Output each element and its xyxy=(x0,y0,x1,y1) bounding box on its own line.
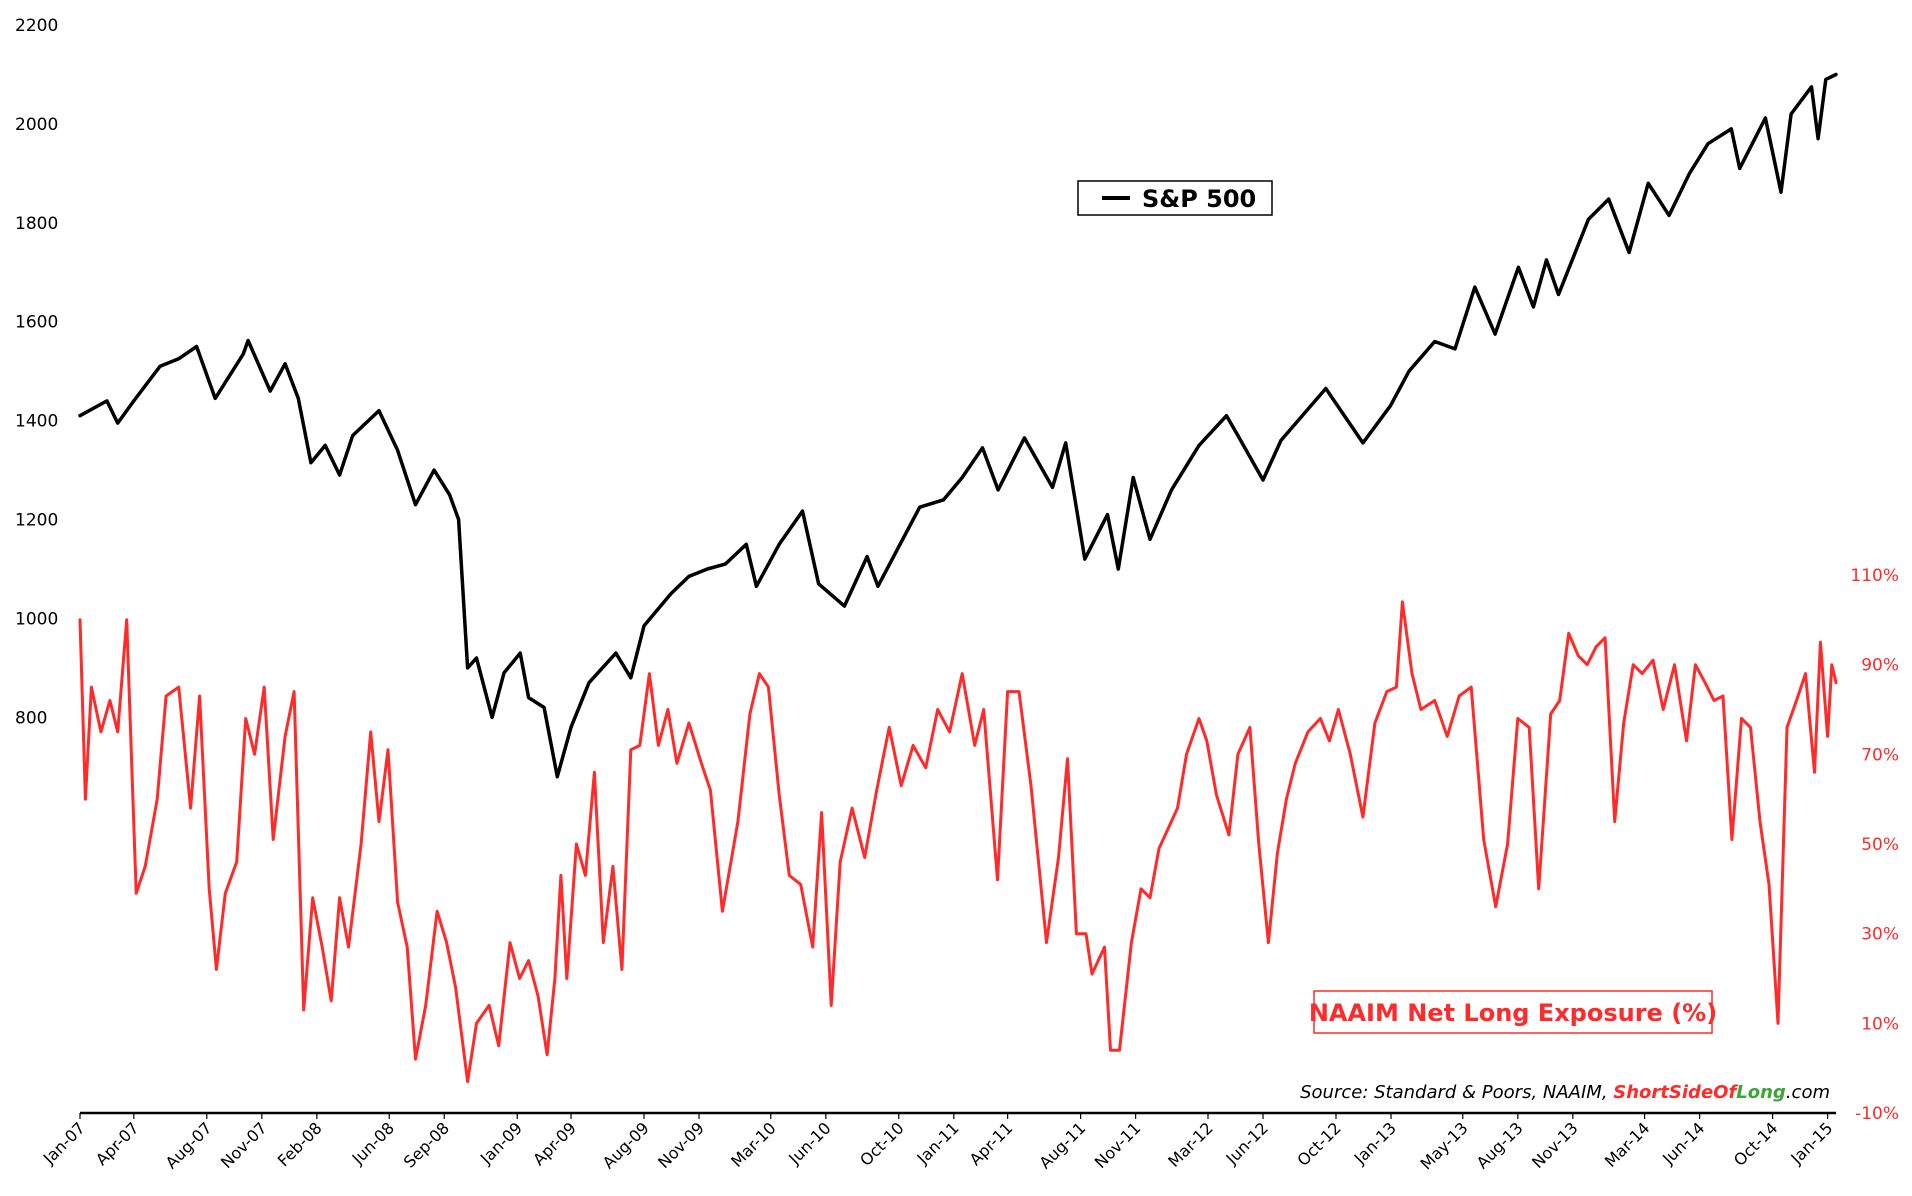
x-tick-label: Nov-09 xyxy=(654,1118,708,1172)
left-tick-label: 1800 xyxy=(15,214,58,234)
left-tick-label: 1200 xyxy=(15,511,58,531)
x-tick-label: Nov-13 xyxy=(1528,1118,1582,1172)
x-tick-label: Mar-10 xyxy=(727,1118,780,1171)
x-tick-label: Oct-12 xyxy=(1293,1118,1344,1169)
left-tick-label: 2200 xyxy=(15,16,58,36)
x-tick-label: Jan-15 xyxy=(1786,1118,1836,1168)
x-tick-label: Oct-14 xyxy=(1730,1118,1781,1169)
left-tick-label: 800 xyxy=(15,708,47,728)
x-tick-label: Mar-14 xyxy=(1601,1118,1654,1171)
source-short: Short xyxy=(1613,1082,1670,1103)
sp500-series xyxy=(78,72,1838,779)
left-tick-label: 1600 xyxy=(15,313,58,333)
right-tick-label: 50% xyxy=(1861,835,1899,855)
right-tick-label: 90% xyxy=(1861,656,1899,676)
naaim-legend-label: NAAIM Net Long Exposure (%) xyxy=(1309,999,1717,1027)
source-side-of: SideOf xyxy=(1669,1082,1739,1103)
source-suffix: .com xyxy=(1786,1082,1830,1103)
series-naaim-line xyxy=(78,600,1838,1084)
x-tick-label: Jan-07 xyxy=(39,1118,89,1168)
x-tick-label: Aug-11 xyxy=(1035,1118,1089,1172)
x-tick-label: Oct-10 xyxy=(856,1118,907,1169)
left-tick-label: 1000 xyxy=(15,609,58,629)
x-tick-label: Jun-14 xyxy=(1658,1118,1708,1168)
x-tick-label: Jun-12 xyxy=(1222,1118,1272,1168)
source-credit: Source: Standard & Poors, NAAIM, ShortSi… xyxy=(1300,1082,1830,1103)
x-tick-label: Apr-07 xyxy=(92,1118,143,1169)
x-tick-label: Feb-08 xyxy=(274,1118,326,1170)
left-axis-ticks: 800 1000 1200 1400 1600 1800 2000 2200 xyxy=(15,16,58,728)
x-tick-label: Sep-08 xyxy=(400,1118,453,1171)
x-tick-label: Aug-07 xyxy=(162,1118,216,1172)
source-long: Long xyxy=(1736,1082,1786,1103)
left-tick-label: 2000 xyxy=(15,115,58,135)
naaim-legend-box xyxy=(1313,990,1713,1034)
x-tick-label: Jun-08 xyxy=(348,1118,398,1168)
x-tick-label: Apr-11 xyxy=(966,1118,1017,1169)
right-tick-label: 30% xyxy=(1861,925,1899,945)
left-tick-label: 1400 xyxy=(15,412,58,432)
right-tick-label: 10% xyxy=(1861,1014,1899,1034)
right-tick-label: 110% xyxy=(1850,566,1899,586)
source-prefix: Source: Standard & Poors, NAAIM, xyxy=(1300,1082,1613,1103)
sp500-legend-label: S&P 500 xyxy=(1142,185,1256,213)
right-tick-label: 70% xyxy=(1861,745,1899,765)
right-axis-ticks: -10% 10% 30% 50% 70% 90% 110% xyxy=(1850,566,1899,1124)
x-tick-label: Aug-09 xyxy=(599,1118,653,1172)
x-tick-label: Nov-11 xyxy=(1091,1118,1145,1172)
x-tick-label: Nov-07 xyxy=(217,1118,271,1172)
x-tick-label: Mar-12 xyxy=(1164,1118,1217,1171)
x-tick-label: Apr-09 xyxy=(529,1118,580,1169)
x-tick-label: Aug-13 xyxy=(1473,1118,1527,1172)
x-axis-ticks: Jan-07 Apr-07 Aug-07 Nov-07 Feb-08 Jun-08 Sep-… xyxy=(39,1113,1836,1174)
sp500-legend: S&P 500 xyxy=(1077,180,1273,216)
naaim-legend: NAAIM Net Long Exposure (%) xyxy=(1309,990,1717,1034)
right-tick-label: -10% xyxy=(1855,1104,1899,1124)
x-tick-label: May-13 xyxy=(1417,1118,1472,1173)
naaim-series xyxy=(78,600,1838,1084)
x-tick-label: Jan-13 xyxy=(1350,1118,1400,1168)
x-tick-label: Jun-10 xyxy=(784,1118,834,1168)
x-tick-label: Jan-11 xyxy=(913,1118,963,1168)
x-tick-label: Jan-09 xyxy=(476,1118,526,1168)
series-sp500-line xyxy=(78,72,1838,779)
